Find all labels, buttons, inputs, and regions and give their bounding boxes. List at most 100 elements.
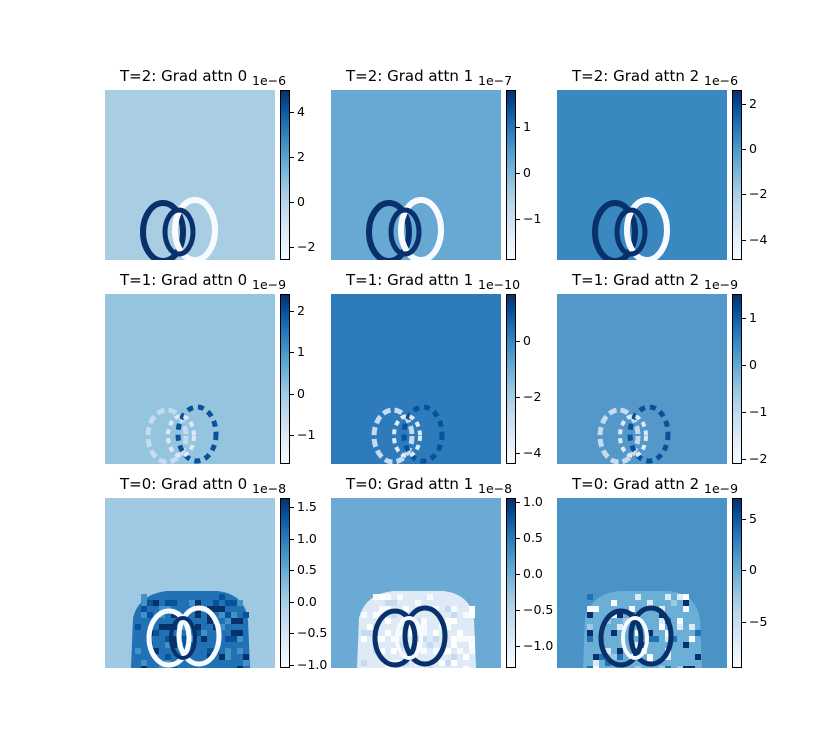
pixel-mark bbox=[165, 600, 171, 606]
pixel-mark bbox=[171, 636, 177, 642]
pixel-mark bbox=[469, 642, 475, 648]
pixel-mark bbox=[415, 636, 421, 642]
colorbar-offset-label: 1e−9 bbox=[704, 277, 739, 292]
pixel-mark bbox=[671, 636, 677, 642]
pixel-mark bbox=[463, 612, 469, 618]
colorbar-tick bbox=[516, 219, 520, 220]
heatmap-panel bbox=[331, 294, 501, 464]
pixel-mark bbox=[617, 612, 623, 618]
pixel-mark bbox=[665, 594, 671, 600]
pixel-mark bbox=[361, 660, 367, 666]
pixel-mark bbox=[225, 648, 231, 654]
pixel-mark bbox=[587, 606, 593, 612]
ring-mark bbox=[621, 616, 649, 660]
colorbar-tick bbox=[290, 202, 294, 203]
pixel-mark bbox=[171, 612, 177, 618]
colorbar-tick-label: −1 bbox=[297, 427, 316, 442]
pixel-mark bbox=[141, 612, 147, 618]
colorbar-tick bbox=[516, 127, 520, 128]
pixel-mark bbox=[433, 630, 439, 636]
colorbar-tick-label: 2 bbox=[297, 149, 305, 164]
pixel-mark bbox=[445, 618, 451, 624]
panel-title: T=0: Grad attn 0 bbox=[120, 475, 248, 493]
pixel-mark bbox=[469, 606, 475, 612]
pixel-mark bbox=[165, 654, 171, 660]
colorbar-offset-label: 1e−6 bbox=[704, 73, 739, 88]
pixel-mark bbox=[379, 648, 385, 654]
ring-mark bbox=[614, 207, 648, 257]
pixel-mark bbox=[463, 636, 469, 642]
pixel-mark bbox=[135, 648, 141, 654]
colorbar-tick-label: 0 bbox=[297, 194, 305, 209]
pixel-mark bbox=[463, 654, 469, 660]
pixel-mark bbox=[599, 654, 605, 660]
ring-mark bbox=[401, 404, 445, 464]
pixel-mark bbox=[451, 612, 457, 618]
pixel-mark bbox=[587, 624, 593, 630]
heatmap-panel bbox=[331, 90, 501, 260]
heatmap-image bbox=[105, 294, 275, 464]
pixel-mark bbox=[647, 654, 653, 660]
pixel-mark bbox=[433, 606, 439, 612]
pixel-mark bbox=[659, 666, 665, 668]
pixel-mark bbox=[593, 606, 599, 612]
pixel-mark bbox=[415, 642, 421, 648]
heatmap-image bbox=[331, 498, 501, 668]
pixel-mark bbox=[677, 666, 683, 668]
pixel-mark bbox=[671, 600, 677, 606]
pixel-mark bbox=[237, 600, 243, 606]
colorbar-tick-label: 5 bbox=[749, 511, 757, 526]
pixel-mark bbox=[207, 648, 213, 654]
pixel-mark bbox=[141, 594, 147, 600]
pixel-mark bbox=[361, 636, 367, 642]
pixel-mark bbox=[635, 594, 641, 600]
pixel-mark bbox=[385, 666, 391, 668]
colorbar-tick-label: 0 bbox=[749, 141, 757, 156]
colorbar bbox=[732, 294, 742, 464]
pixel-mark bbox=[689, 624, 695, 630]
colorbar-tick-label: −0.5 bbox=[297, 625, 328, 640]
pixel-mark bbox=[231, 636, 237, 642]
panel-title: T=2: Grad attn 0 bbox=[120, 67, 248, 85]
colorbar-tick-label: −2 bbox=[297, 239, 316, 254]
colorbar-offset-label: 1e−8 bbox=[252, 481, 287, 496]
colorbar-tick-label: 0 bbox=[749, 357, 757, 372]
heatmap-image bbox=[331, 90, 501, 260]
pixel-mark bbox=[195, 612, 201, 618]
heatmap-panel bbox=[557, 294, 727, 464]
colorbar-offset-label: 1e−6 bbox=[252, 73, 287, 88]
pixel-mark bbox=[367, 630, 373, 636]
ring-mark bbox=[624, 197, 670, 260]
pixel-mark bbox=[689, 666, 695, 668]
pixel-mark bbox=[391, 636, 397, 642]
pixel-mark bbox=[195, 624, 201, 630]
heatmap-panel bbox=[105, 90, 275, 260]
colorbar-tick-label: 4 bbox=[297, 104, 305, 119]
pixel-mark bbox=[237, 648, 243, 654]
colorbar-tick bbox=[290, 157, 294, 158]
colorbar-offset-label: 1e−8 bbox=[478, 481, 513, 496]
heatmap-panel bbox=[557, 90, 727, 260]
pixel-mark bbox=[397, 630, 403, 636]
colorbar-tick bbox=[516, 502, 520, 503]
pixel-mark bbox=[379, 606, 385, 612]
pixel-mark bbox=[587, 666, 593, 668]
pixel-mark bbox=[159, 666, 165, 668]
colorbar-tick-label: 0.0 bbox=[297, 594, 317, 609]
pixel-mark bbox=[445, 660, 451, 666]
pixel-mark bbox=[231, 630, 237, 636]
pixel-mark bbox=[213, 606, 219, 612]
pixel-mark bbox=[243, 660, 249, 666]
pixel-mark bbox=[207, 618, 213, 624]
colorbar-tick-label: 1.0 bbox=[523, 494, 543, 509]
pixel-mark bbox=[605, 648, 611, 654]
ring-mark bbox=[176, 605, 222, 667]
pixel-mark bbox=[225, 612, 231, 618]
colorbar-tick bbox=[742, 622, 746, 623]
pixel-mark bbox=[635, 666, 641, 668]
pixel-mark bbox=[623, 618, 629, 624]
panel-title: T=1: Grad attn 1 bbox=[346, 271, 474, 289]
pixel-mark bbox=[141, 666, 147, 668]
pixel-mark bbox=[379, 636, 385, 642]
colorbar-tick bbox=[290, 633, 294, 634]
